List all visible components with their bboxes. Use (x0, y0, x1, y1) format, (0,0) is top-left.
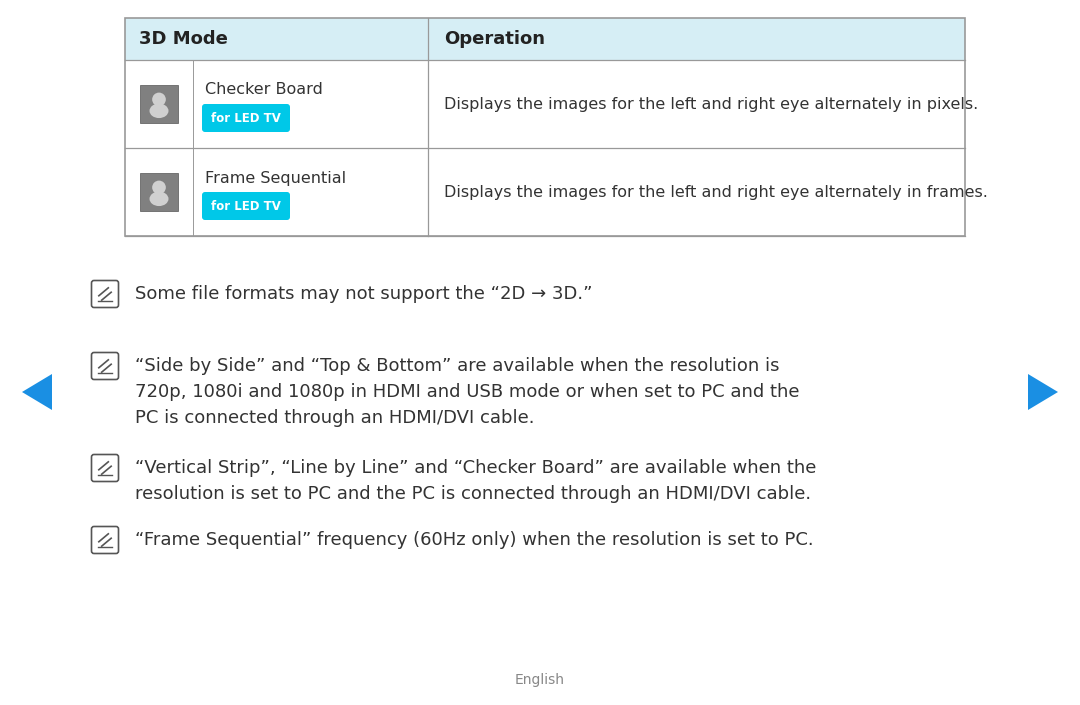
Ellipse shape (149, 192, 168, 206)
Text: for LED TV: for LED TV (211, 111, 281, 125)
Text: English: English (515, 673, 565, 687)
Text: Checker Board: Checker Board (205, 82, 323, 97)
Text: Displays the images for the left and right eye alternately in frames.: Displays the images for the left and rig… (444, 185, 988, 200)
Text: Operation: Operation (444, 30, 545, 48)
FancyBboxPatch shape (92, 455, 119, 482)
Text: “Frame Sequential” frequency (60Hz only) when the resolution is set to PC.: “Frame Sequential” frequency (60Hz only)… (135, 531, 813, 549)
FancyBboxPatch shape (92, 352, 119, 379)
Text: resolution is set to PC and the PC is connected through an HDMI/DVI cable.: resolution is set to PC and the PC is co… (135, 485, 811, 503)
Bar (140, 173, 178, 211)
Circle shape (152, 92, 166, 106)
FancyBboxPatch shape (202, 104, 291, 132)
Bar (125, 18, 966, 236)
Text: Frame Sequential: Frame Sequential (205, 171, 346, 185)
Text: 3D Mode: 3D Mode (139, 30, 228, 48)
Bar (125, 18, 966, 60)
Text: PC is connected through an HDMI/DVI cable.: PC is connected through an HDMI/DVI cabl… (135, 409, 535, 427)
FancyBboxPatch shape (202, 192, 291, 220)
Text: 720p, 1080i and 1080p in HDMI and USB mode or when set to PC and the: 720p, 1080i and 1080p in HDMI and USB mo… (135, 383, 799, 401)
Text: Displays the images for the left and right eye alternately in pixels.: Displays the images for the left and rig… (444, 97, 978, 111)
Bar (125, 148, 966, 236)
FancyBboxPatch shape (92, 281, 119, 307)
Bar (125, 60, 966, 148)
Circle shape (152, 180, 166, 195)
Text: “Side by Side” and “Top & Bottom” are available when the resolution is: “Side by Side” and “Top & Bottom” are av… (135, 357, 780, 375)
Text: for LED TV: for LED TV (211, 200, 281, 212)
Polygon shape (22, 374, 52, 410)
Ellipse shape (149, 104, 168, 118)
Text: Some file formats may not support the “2D → 3D.”: Some file formats may not support the “2… (135, 285, 593, 303)
Polygon shape (1028, 374, 1058, 410)
Bar (140, 85, 178, 123)
Text: “Vertical Strip”, “Line by Line” and “Checker Board” are available when the: “Vertical Strip”, “Line by Line” and “Ch… (135, 459, 816, 477)
FancyBboxPatch shape (92, 527, 119, 553)
